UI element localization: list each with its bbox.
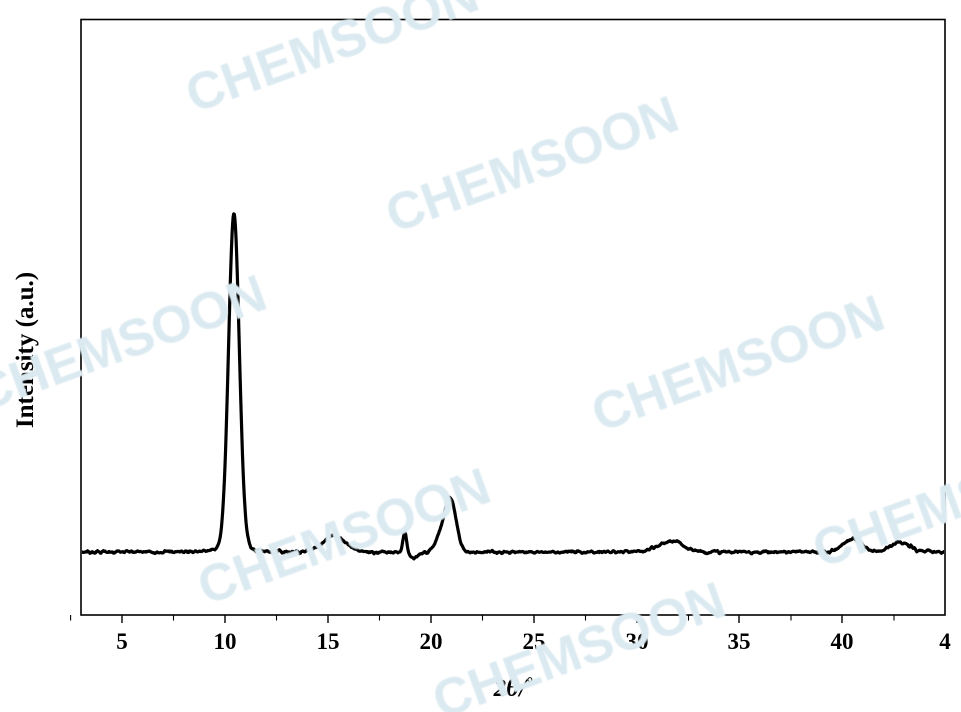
svg-text:5: 5 — [116, 629, 128, 654]
svg-text:10: 10 — [214, 629, 237, 654]
svg-text:20: 20 — [420, 629, 443, 654]
svg-text:15: 15 — [317, 629, 340, 654]
svg-text:40: 40 — [831, 629, 854, 654]
svg-text:4: 4 — [939, 629, 951, 654]
svg-text:35: 35 — [728, 629, 751, 654]
